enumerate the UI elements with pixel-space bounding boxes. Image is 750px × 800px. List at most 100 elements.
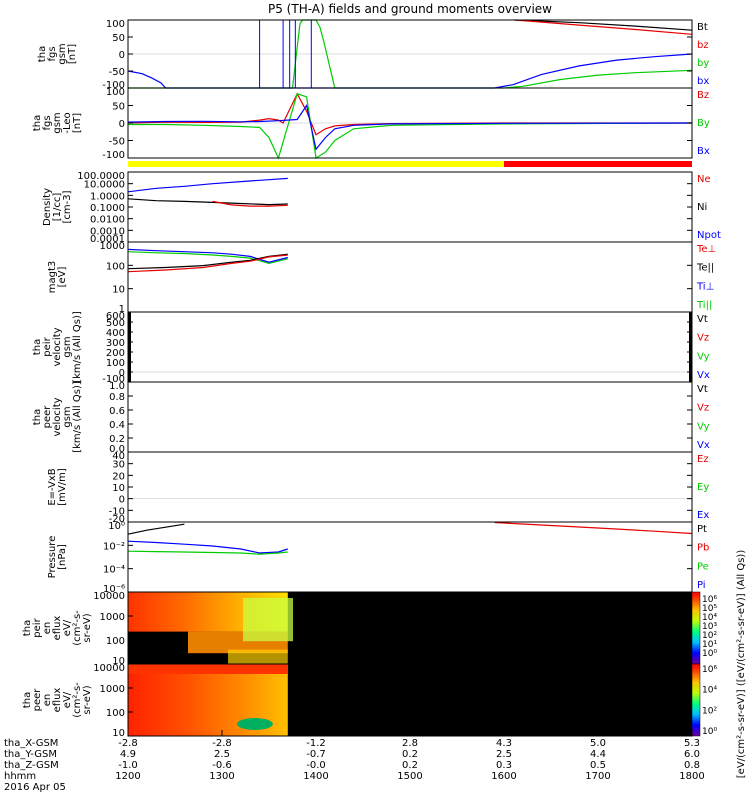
y-axis-label-line: Density	[42, 188, 53, 226]
plot-title: P5 (TH-A) fields and ground moments over…	[268, 2, 552, 16]
x-tick-label: 0.3	[496, 760, 512, 771]
series-te-line	[127, 254, 288, 273]
series-pb-line	[494, 521, 693, 535]
y-axis-label-line: eV/	[62, 619, 73, 636]
y-tick-label: 0.0	[109, 444, 125, 455]
y-axis-label-line: sr-eV)	[82, 613, 93, 642]
y-axis-label-line: gsm	[62, 336, 73, 357]
y-tick-label: 10000	[93, 663, 125, 674]
y-axis-label: thapeervelocitygsm[km/s (All Qs)]	[32, 381, 83, 453]
y-tick-label: 0.0001	[90, 234, 125, 245]
y-tick-label: 0.2	[109, 434, 125, 445]
colorbar-tick-label: 10⁵	[702, 604, 717, 614]
y-tick-label: 1000	[100, 684, 125, 695]
y-tick-label: 50	[112, 33, 125, 44]
x-tick-label: 1200	[115, 771, 140, 782]
heatmap-ion-flux-peak	[243, 598, 293, 642]
legend-vt: Vt	[697, 314, 708, 325]
y-tick-label: 0.1000	[90, 203, 125, 214]
x-tick-label: 0.2	[402, 760, 418, 771]
y-tick-label: 0.0100	[90, 215, 125, 226]
y-axis-label-line: tha	[22, 620, 33, 636]
y-tick-label: 10⁻⁴	[103, 565, 125, 576]
edge-bar-right	[689, 312, 692, 382]
legend-bz: Bz	[697, 90, 709, 101]
mode-bar-yellow	[128, 161, 504, 167]
colorbar-label: [eV/(cm²-s-sr-eV)] ([eV/(cm²-s-sr-eV)] (…	[736, 550, 747, 779]
y-axis-label-line: gsm	[52, 112, 63, 133]
y-tick-label: 0	[119, 50, 125, 61]
y-tick-label: 100	[106, 636, 125, 647]
colorbar-tick-label: 10²	[702, 706, 717, 716]
y-axis-label: thafgsgsm[nT]	[37, 43, 78, 64]
x-tick-label: -0.6	[212, 760, 232, 771]
x-tick-label: 4.4	[590, 749, 606, 760]
x-tick-label: 2.5	[496, 749, 512, 760]
y-axis-label: Pressure[nPa]	[47, 536, 68, 579]
y-tick-label: 600	[106, 311, 125, 322]
x-tick-label: -2.8	[212, 738, 232, 749]
legend-bt: Bt	[697, 22, 708, 33]
y-axis-label-line: [nT]	[67, 44, 78, 64]
x-row-label-tha-x-gsm: tha_X-GSM	[4, 738, 58, 749]
y-tick-label: 20	[112, 471, 125, 482]
series-ni-line	[127, 198, 288, 206]
x-row-label-hhmm: hhmm	[4, 771, 36, 782]
series-bx-line	[127, 53, 693, 89]
y-axis-label: thapeerenefluxeV/(cm²-s-sr-eV)	[22, 682, 93, 718]
y-axis-label-line: [1/cc]	[52, 193, 63, 222]
x-tick-label: -1.0	[118, 760, 138, 771]
edge-bar-left	[128, 312, 131, 382]
x-row-label-tha-y-gsm: tha_Y-GSM	[4, 749, 57, 760]
y-axis-label-line: peir	[32, 617, 43, 637]
legend-vz: Vz	[697, 403, 709, 414]
y-tick-label: -100	[102, 80, 125, 91]
y-axis-label: magt3[eV]	[47, 261, 68, 294]
y-axis-label: E=-VxB[mV/m]	[47, 468, 68, 506]
colorbar-tick-label: 10⁶	[702, 665, 717, 675]
y-axis-label-line: [km/s (All Qs)]	[72, 381, 83, 453]
legend-vy: Vy	[697, 421, 710, 432]
series-by-line	[128, 93, 693, 160]
y-tick-label: 10	[112, 483, 125, 494]
x-tick-label: 1400	[303, 771, 328, 782]
x-tick-label: -0.7	[306, 749, 326, 760]
legend-te: Te||	[696, 263, 714, 274]
legend-ey: Ey	[697, 482, 709, 493]
x-tick-label: -2.8	[118, 738, 138, 749]
y-axis-label-line: gsm	[57, 43, 68, 64]
y-tick-label: 100	[106, 19, 125, 30]
colorbar-tick-label: 10³	[702, 622, 717, 632]
y-tick-label: 0	[119, 495, 125, 506]
legend-vy: Vy	[697, 351, 710, 362]
y-axis-label-line: E=-VxB	[47, 468, 58, 505]
legend-npot: Npot	[697, 230, 721, 241]
y-tick-label: 10000	[93, 591, 125, 602]
y-tick-label: 100	[106, 358, 125, 369]
x-tick-label: -0.0	[306, 760, 326, 771]
x-tick-label: 6.0	[684, 749, 700, 760]
series-ti-line	[127, 251, 288, 265]
legend-ni: Ni	[697, 202, 707, 213]
series-bt-line	[514, 19, 693, 31]
legend-ex: Ex	[697, 510, 709, 521]
x-axis: tha_X-GSM -2.8 -2.8 -1.2 2.8 4.3 5.0 5.3 tha_Y-G…	[4, 730, 705, 793]
y-axis-label-line: [mV/m]	[57, 468, 68, 506]
heatmap-ion-flux-tail	[228, 649, 288, 664]
legend-vx: Vx	[697, 370, 710, 381]
y-axis-label-line: [km/s (All Qs)]	[72, 311, 83, 383]
y-axis-label-line: (cm²-s-	[72, 610, 83, 646]
y-tick-label: -100	[102, 150, 125, 161]
y-tick-label: 1	[119, 304, 125, 315]
date-label: 2016 Apr 05	[4, 782, 66, 793]
y-axis-label-line: fgs	[47, 46, 58, 61]
y-axis-label-line: magt3	[47, 261, 58, 294]
y-tick-label: 10⁰	[108, 521, 125, 532]
y-tick-label: -10	[109, 506, 125, 517]
y-tick-label: 500	[106, 318, 125, 329]
y-axis-label: thapeirenefluxeV/(cm²-s-sr-eV)	[22, 610, 93, 646]
y-axis-label-line: peer	[42, 405, 53, 429]
series-ne-line	[212, 200, 288, 207]
y-tick-label: 0.4	[109, 420, 125, 431]
x-tick-label: -1.2	[306, 738, 326, 749]
